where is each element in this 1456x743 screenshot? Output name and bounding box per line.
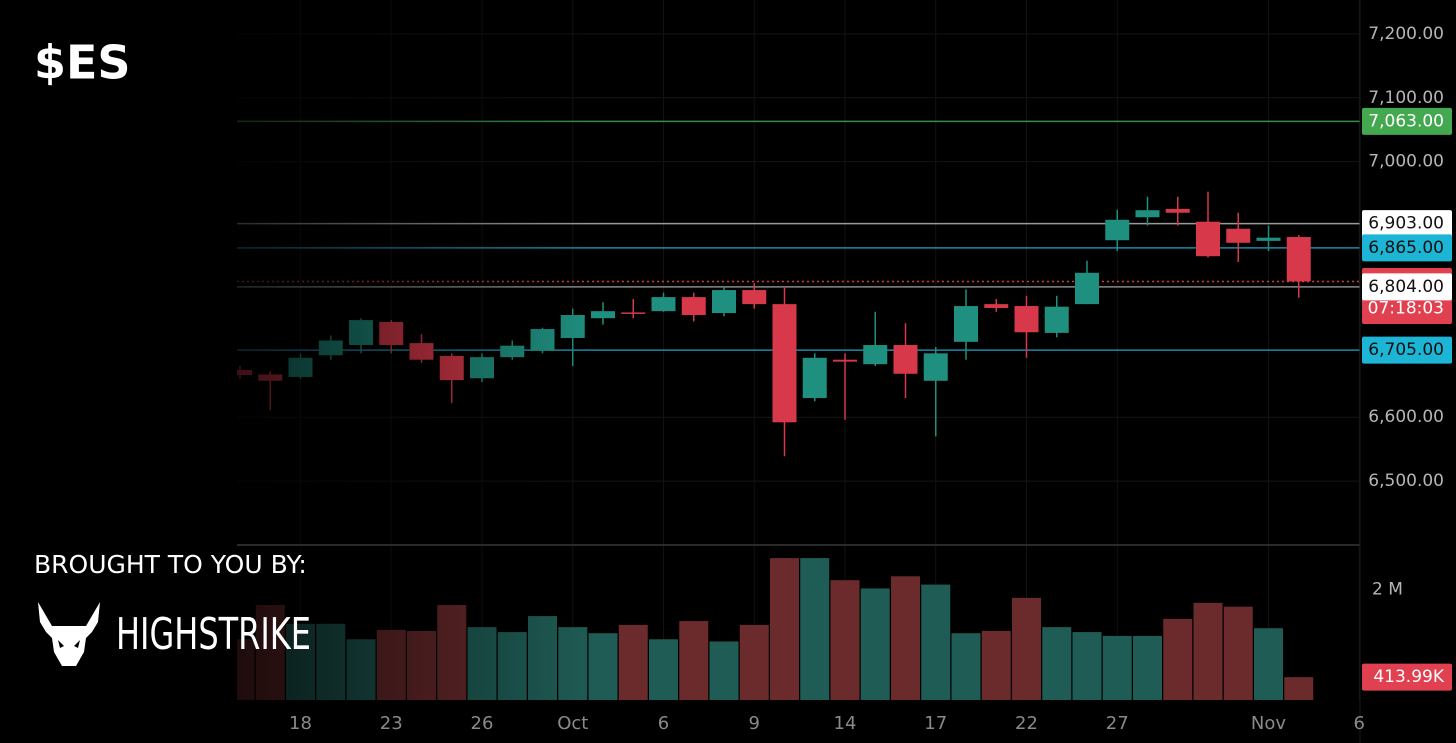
y-tick-label: 7,100.00 xyxy=(1368,88,1444,108)
price-tag-label: 6,865.00 xyxy=(1368,238,1444,258)
candle-body xyxy=(1256,237,1281,241)
candle-body xyxy=(893,345,918,374)
candle-body xyxy=(742,290,767,305)
volume-tag-label: 413.99K xyxy=(1373,667,1444,687)
price-tag xyxy=(1362,273,1452,301)
candle-body xyxy=(1165,208,1190,213)
volume-tag xyxy=(1362,663,1452,691)
x-tick-label: Oct xyxy=(557,713,588,734)
left-panel xyxy=(0,0,237,743)
x-tick-label: Nov xyxy=(1251,713,1286,734)
x-tick-label: 17 xyxy=(924,713,947,734)
x-tick-label: 27 xyxy=(1106,713,1129,734)
price-tag xyxy=(1362,234,1452,262)
volume-bar xyxy=(1223,606,1253,700)
x-tick-label: 14 xyxy=(834,713,857,734)
candle-body xyxy=(1196,221,1220,257)
y-tick-label: 7,000.00 xyxy=(1368,152,1444,172)
fade-overlay xyxy=(237,0,597,700)
candle-body xyxy=(1226,228,1251,243)
volume-bar xyxy=(709,641,739,700)
candle-body xyxy=(681,297,706,315)
price-tag-label: 6,804.00 xyxy=(1368,277,1444,297)
volume-bar xyxy=(1193,602,1223,700)
volume-bar xyxy=(981,630,1011,700)
volume-bar xyxy=(770,558,799,700)
price-tag-label: 7,063.00 xyxy=(1368,111,1444,131)
price-tag-label: 6,705.00 xyxy=(1368,340,1444,360)
volume-bar xyxy=(1163,618,1193,700)
price-tag xyxy=(1362,107,1452,135)
x-tick-label: 6 xyxy=(658,713,669,734)
price-tag xyxy=(1362,336,1452,364)
volume-bar xyxy=(679,621,709,700)
volume-bar xyxy=(800,558,830,700)
x-tick-label: 26 xyxy=(471,713,494,734)
bull-logo xyxy=(38,602,100,666)
ticker-title: $ES xyxy=(34,36,131,90)
candle-body xyxy=(1105,219,1130,241)
candle-body xyxy=(1075,272,1099,305)
volume-bar xyxy=(1254,628,1283,700)
y-tick-label: 7,200.00 xyxy=(1368,24,1444,44)
y-tick-label: 6,600.00 xyxy=(1368,407,1444,427)
volume-tick-label: 2 M xyxy=(1372,580,1403,600)
volume-bar xyxy=(921,584,951,700)
sponsor-caption: BROUGHT TO YOU BY: xyxy=(34,550,307,579)
x-tick-label: 23 xyxy=(380,713,403,734)
volume-bar xyxy=(860,588,890,700)
price-tag xyxy=(1362,210,1452,238)
x-tick-label: 9 xyxy=(749,713,760,734)
candle-body xyxy=(772,304,797,423)
volume-bar xyxy=(951,633,981,700)
volume-bar xyxy=(649,639,678,700)
x-tick-label: 22 xyxy=(1015,713,1038,734)
candle-body xyxy=(833,359,857,362)
volume-bar xyxy=(1133,635,1162,700)
candle-body xyxy=(621,312,646,314)
volume-bar xyxy=(1012,597,1041,700)
candle-body xyxy=(1286,237,1311,282)
volume-bar xyxy=(739,624,769,700)
volume-bar xyxy=(830,580,860,700)
volume-bar xyxy=(1042,627,1072,700)
volume-bar xyxy=(1284,677,1314,700)
sponsor-name: HIGHSTRIKE xyxy=(116,609,311,660)
volume-bar xyxy=(618,624,648,700)
countdown-label: 07:18:03 xyxy=(1368,298,1444,318)
volume-bar xyxy=(891,576,920,700)
x-tick-label: 18 xyxy=(289,713,312,734)
candle-body xyxy=(923,353,948,381)
axes: 7,200.00 7,100.00 7,000.00 6,600.00 6,500.00… xyxy=(289,24,1452,734)
candle-body xyxy=(1044,306,1069,333)
candle-body xyxy=(954,306,978,342)
candle-body xyxy=(1014,306,1039,333)
candle-body xyxy=(591,311,615,319)
candle-body xyxy=(712,290,736,314)
y-tick-label: 6,500.00 xyxy=(1368,471,1444,491)
candle-body xyxy=(802,357,827,399)
price-tag-label: 6,903.00 xyxy=(1368,214,1444,234)
volume-bar xyxy=(1102,635,1132,700)
volume-bar xyxy=(1072,632,1102,700)
x-tick-label: 6 xyxy=(1354,713,1365,734)
candle-body xyxy=(863,345,888,365)
candle-body xyxy=(1135,210,1160,218)
candle-body xyxy=(984,304,1009,308)
candle-body xyxy=(651,297,676,312)
